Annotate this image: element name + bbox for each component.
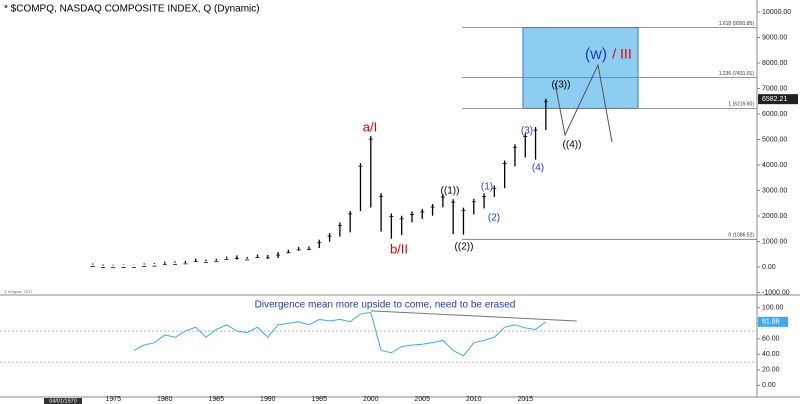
credit: © eSignal, 2017 — [4, 289, 33, 294]
x-tick-label: 2005 — [414, 396, 430, 403]
y-tick-label: 4000.00 — [762, 162, 787, 169]
wave-label: ((3)) — [552, 80, 571, 91]
y-tick-label: 60.00 — [762, 336, 780, 343]
x-tick-label: 1985 — [208, 396, 224, 403]
x-tick-label: 1980 — [157, 396, 173, 403]
last-price-label: 6582.21 — [762, 96, 787, 103]
wave-label: / III — [612, 46, 631, 62]
x-tick-label: 2000 — [363, 396, 379, 403]
wave-label: b/II — [390, 241, 408, 256]
last-value-label: 81.88 — [762, 319, 780, 326]
wave-label: ((2)) — [455, 242, 474, 253]
wave-label: (1) — [481, 182, 493, 193]
divergence-line — [370, 310, 577, 322]
fib-label: 1.236 (7431.01) — [719, 71, 755, 77]
y-tick-label: 20.00 — [762, 367, 780, 374]
y-tick-label: 1000.00 — [762, 238, 787, 245]
x-tick-label: 2015 — [517, 396, 533, 403]
target-box — [522, 27, 639, 109]
y-tick-label: -1000.00 — [762, 289, 790, 296]
rsi-annotation: Divergence mean more upside to come, nee… — [255, 300, 516, 311]
cursor-label: 04/01/1970 — [49, 398, 77, 404]
y-tick-label: 9000.00 — [762, 34, 787, 41]
wave-label: (4) — [532, 163, 544, 174]
x-tick-label: 1990 — [260, 396, 276, 403]
chart-title: * $COMPQ, NASDAQ COMPOSITE INDEX, Q (Dyn… — [4, 4, 260, 15]
wave-label: (w) — [585, 46, 607, 63]
wave-label: ((1)) — [441, 186, 460, 197]
fib-label: 1.618 (9391.85) — [719, 21, 755, 27]
fib-label: 0 (1086.52) — [728, 233, 754, 239]
x-tick-label: 1995 — [311, 396, 327, 403]
last-price-box — [758, 94, 798, 105]
y-tick-label: 0.00 — [762, 264, 776, 271]
y-tick-label: 5000.00 — [762, 136, 787, 143]
y-tick-label: 40.00 — [762, 351, 780, 358]
fib-label: 1 (6219.60) — [728, 102, 754, 108]
rsi-line — [133, 311, 547, 357]
projection-path — [554, 63, 613, 143]
x-tick-label: 2010 — [466, 396, 482, 403]
wave-label: ((4)) — [563, 140, 582, 151]
y-tick-label: 7000.00 — [762, 85, 787, 92]
y-tick-label: 2000.00 — [762, 213, 787, 220]
wave-label: a/I — [363, 119, 377, 134]
y-tick-label: 10000.00 — [762, 9, 791, 16]
last-value-box — [758, 316, 788, 327]
x-tick-label: 1975 — [106, 396, 122, 403]
y-tick-label: 100.00 — [762, 305, 784, 312]
y-tick-label: 6000.00 — [762, 111, 787, 118]
y-tick-label: 0.00 — [762, 382, 776, 389]
wave-label: (3) — [521, 126, 533, 137]
y-tick-label: 3000.00 — [762, 187, 787, 194]
wave-label: (2) — [488, 213, 500, 224]
cursor-box — [44, 398, 82, 404]
y-tick-label: 8000.00 — [762, 60, 787, 67]
